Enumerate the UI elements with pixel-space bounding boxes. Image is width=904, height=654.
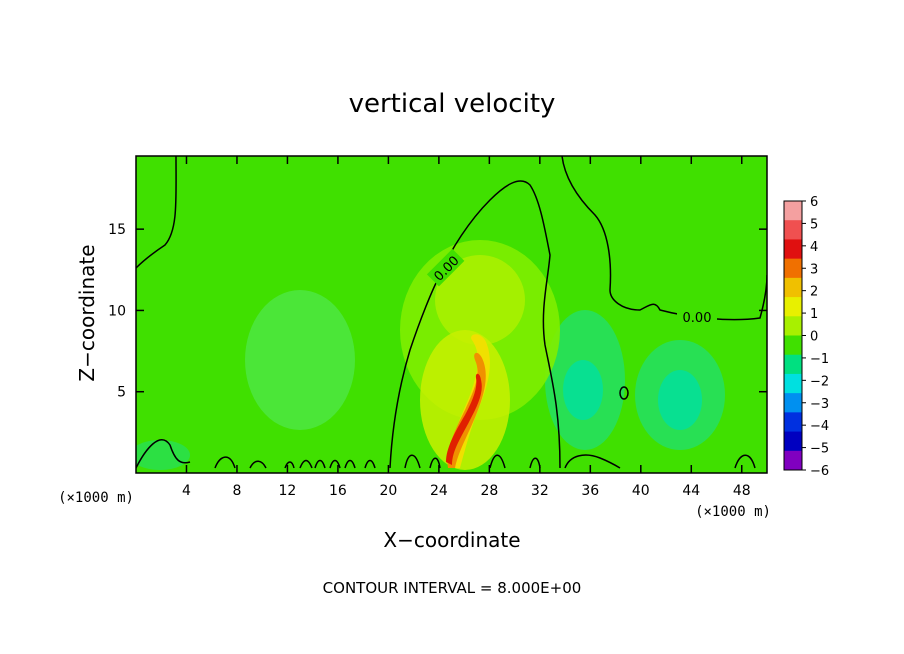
y-axis-title: Z−coordinate xyxy=(75,244,99,381)
zero-contours xyxy=(136,156,767,469)
y-unit-label: (×1000 m) xyxy=(58,490,134,506)
colorbar-label: 5 xyxy=(810,217,818,232)
updraft-plume-mid xyxy=(435,255,525,345)
x-tick-label-44: 44 xyxy=(682,483,700,499)
plot-frame xyxy=(135,155,768,474)
colorbar-swatch xyxy=(784,450,802,471)
surface-downdraft xyxy=(136,440,190,470)
colorbar-swatch xyxy=(784,239,802,260)
colorbar-swatch xyxy=(784,335,802,356)
y-tick-label-5: 5 xyxy=(117,385,126,401)
x-tick-label-48: 48 xyxy=(733,483,751,499)
colorbar-label: −4 xyxy=(810,419,829,434)
colorbar-label: −2 xyxy=(810,374,829,389)
chart-title: vertical velocity xyxy=(349,89,556,119)
velocity-field: 0.00 0.00 xyxy=(136,156,767,473)
downdraft-east-1-core xyxy=(563,360,603,420)
colorbar-swatch xyxy=(784,431,802,452)
downdraft-east-2-core xyxy=(658,370,702,430)
svg-text:0.00: 0.00 xyxy=(683,311,712,326)
colorbar-label: −6 xyxy=(810,464,829,479)
colorbar-label: 2 xyxy=(810,285,818,300)
colorbar-label: 3 xyxy=(810,262,818,277)
colorbar: 6 5 4 3 2 1 0 −1 −2 −3 −4 −5 −6 xyxy=(783,195,829,479)
colorbar-label: 6 xyxy=(810,195,818,210)
x-tick-label-20: 20 xyxy=(379,483,397,499)
contour-interval-note: CONTOUR INTERVAL = 8.000E+00 xyxy=(323,579,582,597)
colorbar-label: −3 xyxy=(810,397,829,412)
colorbar-label: 0 xyxy=(810,330,818,345)
x-tick-label-28: 28 xyxy=(480,483,498,499)
updraft-red-core xyxy=(446,373,482,465)
x-tick-label-12: 12 xyxy=(279,483,297,499)
x-axis-title: X−coordinate xyxy=(383,528,520,552)
colorbar-swatch xyxy=(784,412,802,433)
colorbar-swatch xyxy=(784,316,802,336)
x-unit-label: (×1000 m) xyxy=(695,504,771,520)
colorbar-swatch xyxy=(784,297,802,317)
colorbar-swatch xyxy=(784,258,802,279)
x-tick-label-16: 16 xyxy=(329,483,347,499)
colorbar-swatch xyxy=(784,220,802,240)
contour-label-2: 0.00 xyxy=(677,308,717,326)
colorbar-swatch xyxy=(784,201,802,221)
x-tick-label-40: 40 xyxy=(632,483,650,499)
weak-downdraft-west xyxy=(245,290,355,430)
x-tick-label-36: 36 xyxy=(581,483,599,499)
colorbar-swatch xyxy=(784,373,802,394)
colorbar-label: 1 xyxy=(810,307,818,322)
colorbar-label: −5 xyxy=(810,442,829,457)
colorbar-swatch xyxy=(784,277,802,298)
x-tick-label-24: 24 xyxy=(430,483,448,499)
colorbar-label: −1 xyxy=(810,352,829,367)
colorbar-swatch xyxy=(784,393,802,413)
y-tick-label-15: 15 xyxy=(108,222,126,238)
colorbar-swatch xyxy=(784,354,802,375)
x-tick-label-8: 8 xyxy=(232,483,241,499)
x-tick-label-32: 32 xyxy=(531,483,549,499)
y-tick-label-10: 10 xyxy=(108,303,126,319)
colorbar-label: 4 xyxy=(810,240,818,255)
x-tick-label-4: 4 xyxy=(182,483,191,499)
